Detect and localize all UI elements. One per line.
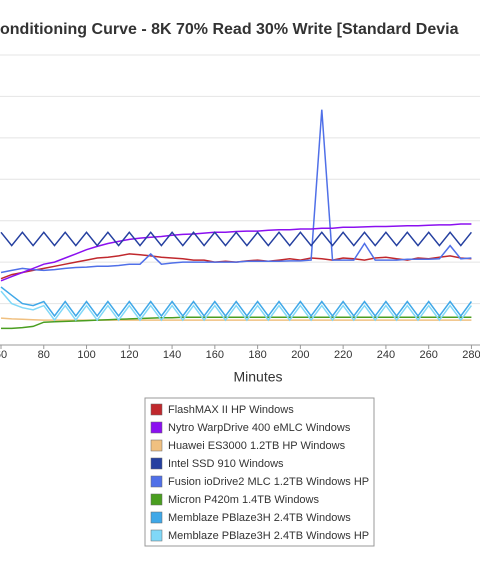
legend-label: Fusion ioDrive2 MLC 1.2TB Windows HP [168,476,369,488]
x-tick-label: 160 [206,349,224,361]
series-line [0,317,472,321]
x-tick-label: 220 [334,349,352,361]
x-tick-label: 180 [248,349,266,361]
series-line [0,253,472,280]
chart-title: onditioning Curve - 8K 70% Read 30% Writ… [0,21,459,38]
series-line [0,286,473,318]
legend-swatch [150,403,163,416]
series-line [0,290,473,322]
x-tick-label: 140 [163,349,181,361]
x-tick-label: 240 [377,349,395,361]
legend-label: Huawei ES3000 1.2TB HP Windows [168,440,346,452]
legend-label: Memblaze PBlaze3H 2.4TB Windows HP [168,530,369,542]
series-line [0,109,472,274]
x-tick-label: 280 [462,349,480,361]
legend-label: Nytro WarpDrive 400 eMLC Windows [168,422,351,434]
x-tick-label: 80 [38,349,50,361]
x-tick-label: 200 [291,349,309,361]
x-axis-label: Minutes [233,369,282,385]
series-line [1,316,472,330]
legend-label: Micron P420m 1.4TB Windows [168,494,319,506]
legend-swatch [150,529,163,542]
legend-box [144,397,375,547]
x-tick-label: 260 [419,349,437,361]
legend-swatch [150,475,163,488]
legend-swatch [150,421,163,434]
legend-label: Memblaze PBlaze3H 2.4TB Windows [168,512,351,524]
series-line [0,231,472,247]
legend-swatch [150,457,163,470]
legend-label: Intel SSD 910 Windows [168,458,284,470]
x-tick-label: 100 [77,349,95,361]
x-tick-label: 120 [120,349,138,361]
legend-swatch [150,439,163,452]
legend-label: FlashMAX II HP Windows [168,404,294,416]
legend-swatch [150,493,163,506]
legend-swatch [150,511,163,524]
x-tick-label: 60 [0,349,7,361]
